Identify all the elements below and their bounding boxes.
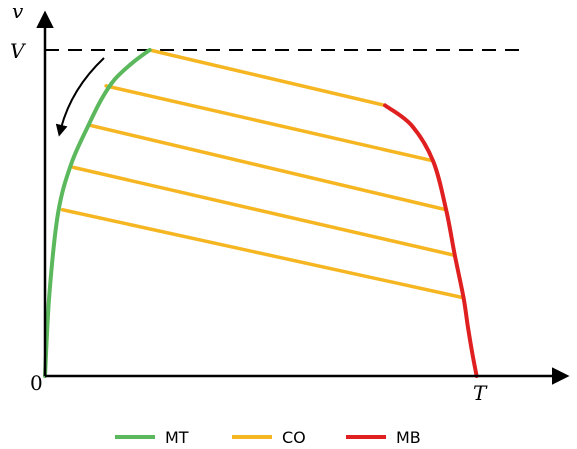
curved-arrow-annotation [55,57,105,137]
legend: MT CO MB [115,428,421,447]
series-co-line-2 [104,84,435,163]
series-co-line-4 [71,165,457,258]
y-axis-label: v [12,0,24,23]
series-co-line-1 [147,48,387,108]
legend-label-mb: MB [396,428,421,447]
legend-item-co: CO [232,428,306,447]
origin-label: 0 [30,371,43,395]
legend-item-mt: MT [115,428,189,447]
x-axis-label: T [473,381,488,405]
series-layer [43,48,479,378]
legend-item-mb: MB [346,428,421,447]
legend-label-co: CO [282,428,306,447]
series-co-line-5 [60,207,466,300]
series-co-line-3 [86,123,448,212]
legend-label-mt: MT [165,428,189,447]
series-mt-curve [43,48,152,378]
y-marker-label: V [10,39,27,63]
series-mb-curve [383,103,479,378]
